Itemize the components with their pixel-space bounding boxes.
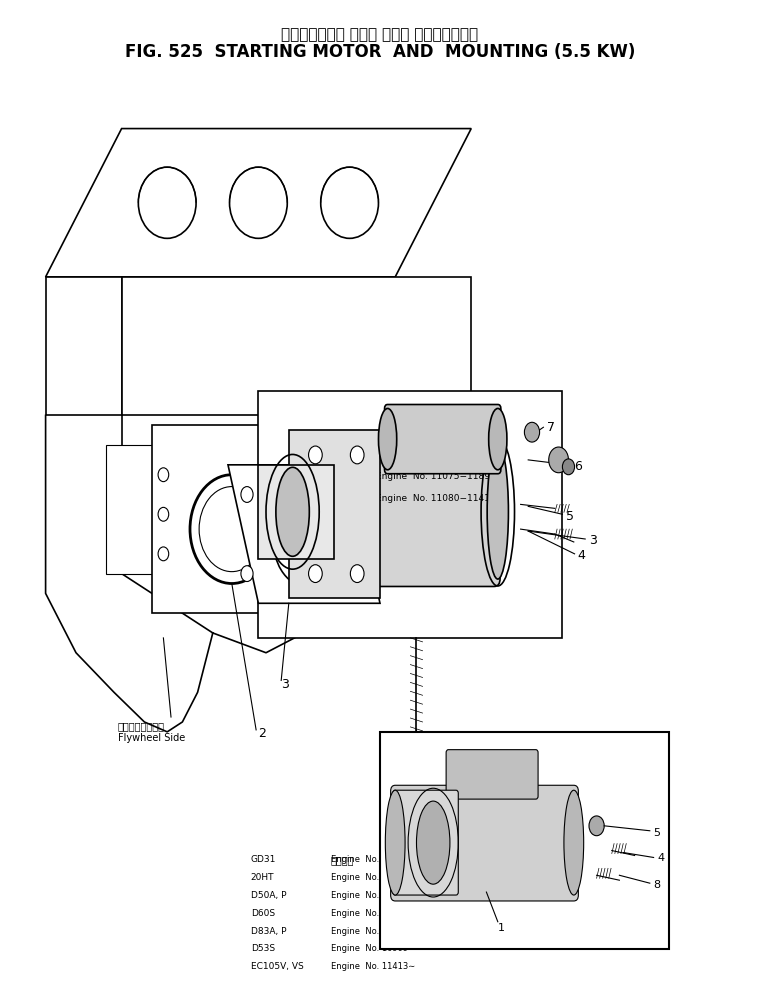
Text: Engine  No. 11413∼: Engine No. 11413∼ xyxy=(331,962,415,971)
Text: 6: 6 xyxy=(574,460,581,474)
Circle shape xyxy=(158,507,169,521)
Text: Engine  No. 10084∼: Engine No. 10084∼ xyxy=(331,927,415,936)
Text: Engine  No. 10854∼: Engine No. 10854∼ xyxy=(331,909,415,918)
Text: フライホイール側
Flywheel Side: フライホイール側 Flywheel Side xyxy=(118,721,185,743)
Text: EC105V, VS: EC105V, VS xyxy=(251,962,303,971)
Ellipse shape xyxy=(564,790,584,895)
Text: 4: 4 xyxy=(578,549,585,563)
Text: 20HT: 20HT xyxy=(251,873,274,882)
Text: 7: 7 xyxy=(547,420,556,434)
Polygon shape xyxy=(152,425,304,613)
Circle shape xyxy=(241,566,253,582)
Text: GD31: GD31 xyxy=(251,855,276,864)
Text: D50A, P: D50A, P xyxy=(251,891,287,900)
FancyBboxPatch shape xyxy=(446,750,538,799)
Circle shape xyxy=(158,468,169,482)
Text: 2: 2 xyxy=(258,727,266,741)
Circle shape xyxy=(309,446,322,464)
Polygon shape xyxy=(122,277,471,415)
Circle shape xyxy=(350,446,364,464)
Text: 20HT: 20HT xyxy=(289,472,315,482)
FancyBboxPatch shape xyxy=(393,790,458,895)
Text: 適用引号: 適用引号 xyxy=(331,855,354,865)
Circle shape xyxy=(351,566,363,582)
Text: Engine  No. 11292∼: Engine No. 11292∼ xyxy=(331,873,415,882)
Circle shape xyxy=(351,487,363,502)
Text: 1: 1 xyxy=(498,923,505,933)
Text: Engine  No. 10075−11865: Engine No. 10075−11865 xyxy=(376,450,496,459)
Text: 4: 4 xyxy=(657,854,664,863)
Text: D53S: D53S xyxy=(251,944,275,953)
Circle shape xyxy=(158,547,169,561)
Polygon shape xyxy=(258,391,562,638)
Text: Engine  No. 11966∼: Engine No. 11966∼ xyxy=(331,855,415,864)
Text: 3: 3 xyxy=(589,534,597,548)
Polygon shape xyxy=(258,465,334,559)
FancyBboxPatch shape xyxy=(385,405,501,474)
Polygon shape xyxy=(46,277,122,415)
Circle shape xyxy=(241,487,253,502)
Text: FIG. 525  STARTING MOTOR  AND  MOUNTING (5.5 KW): FIG. 525 STARTING MOTOR AND MOUNTING (5.… xyxy=(125,44,635,61)
Text: 3: 3 xyxy=(281,677,289,691)
Circle shape xyxy=(589,816,604,836)
Text: スターティング モータ および マウンティング: スターティング モータ および マウンティング xyxy=(281,27,479,43)
Ellipse shape xyxy=(378,408,397,470)
Polygon shape xyxy=(228,465,380,603)
Ellipse shape xyxy=(385,790,405,895)
Ellipse shape xyxy=(324,445,345,580)
Text: EC105V, VS: EC105V, VS xyxy=(289,494,346,503)
Ellipse shape xyxy=(416,801,450,884)
Text: 5: 5 xyxy=(654,828,660,838)
Circle shape xyxy=(524,422,540,442)
Ellipse shape xyxy=(487,445,508,580)
Polygon shape xyxy=(46,129,471,277)
Text: 適用引号: 適用引号 xyxy=(376,450,401,460)
Text: Engine  No. 11075−11891: Engine No. 11075−11891 xyxy=(376,472,496,481)
Ellipse shape xyxy=(489,408,507,470)
FancyBboxPatch shape xyxy=(391,785,578,901)
Circle shape xyxy=(309,565,322,583)
Polygon shape xyxy=(289,430,380,598)
Ellipse shape xyxy=(276,468,309,556)
Text: 5: 5 xyxy=(566,509,575,523)
Text: Engine  No. 10909∼: Engine No. 10909∼ xyxy=(331,944,415,953)
Text: GD31: GD31 xyxy=(289,450,316,460)
Bar xyxy=(380,732,669,949)
Text: 8: 8 xyxy=(654,880,660,890)
Circle shape xyxy=(549,447,568,473)
Text: Engine  No. 10644∼: Engine No. 10644∼ xyxy=(331,891,415,900)
Text: D60S: D60S xyxy=(251,909,275,918)
Circle shape xyxy=(350,565,364,583)
Text: Engine  No. 11080−11412: Engine No. 11080−11412 xyxy=(376,494,496,502)
Polygon shape xyxy=(106,445,213,574)
Circle shape xyxy=(562,459,575,475)
FancyBboxPatch shape xyxy=(328,437,500,586)
Text: D83A, P: D83A, P xyxy=(251,927,287,936)
